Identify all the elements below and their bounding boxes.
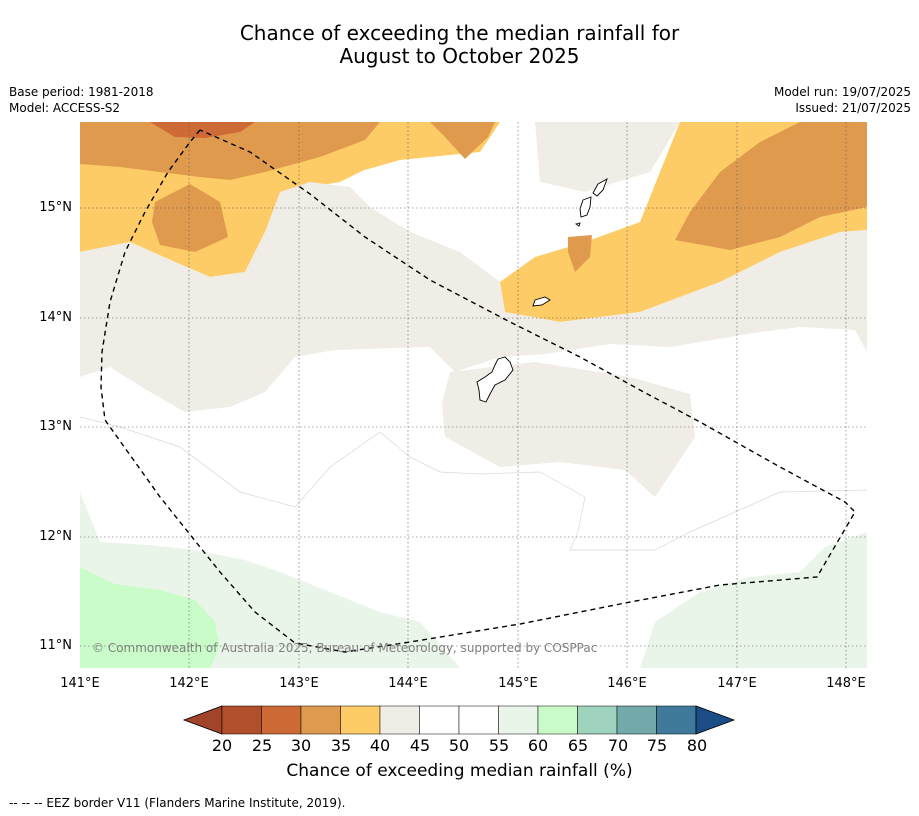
lon-label-143e: 143°E (279, 676, 319, 691)
colorbar-swatch (498, 705, 539, 735)
cb-tick-35: 35 (330, 736, 352, 755)
region-30-35-strip (568, 235, 592, 272)
map-panel (80, 122, 867, 668)
region-25-30 (150, 122, 255, 138)
colorbar-swatch (577, 705, 618, 735)
cb-tick-60: 60 (527, 736, 549, 755)
region-55-60-se (640, 532, 867, 668)
lon-label-146e: 146°E (607, 676, 647, 691)
model-run: Model run: 19/07/2025 (773, 85, 911, 99)
title-line-1: Chance of exceeding the median rainfall … (239, 21, 680, 45)
cb-tick-70: 70 (607, 736, 629, 755)
colorbar-swatch (221, 705, 262, 735)
cb-tick-25: 25 (251, 736, 273, 755)
cb-tick-50: 50 (448, 736, 470, 755)
region-45-50-bay (535, 122, 680, 192)
lat-label-12n: 12°N (39, 529, 72, 544)
lat-label-13n: 13°N (39, 419, 72, 434)
region-60-65 (80, 567, 220, 668)
colorbar-swatch (300, 705, 341, 735)
lon-label-144e: 144°E (388, 676, 428, 691)
cb-tick-30: 30 (290, 736, 312, 755)
cb-tick-80: 80 (686, 736, 708, 755)
eez-border (100, 129, 856, 653)
meta-right: Model run: 19/07/2025 Issued: 21/07/2025 (774, 84, 911, 116)
tinian-island (579, 196, 592, 218)
saipan-island (592, 178, 608, 197)
colorbar (182, 705, 736, 735)
islands (476, 178, 608, 403)
colorbar-swatch (616, 705, 657, 735)
region-30-35-ne (675, 122, 867, 250)
region-45-50-island (442, 362, 695, 497)
lon-label-147e: 147°E (717, 676, 757, 691)
lat-label-11n: 11°N (39, 638, 72, 653)
cb-tick-55: 55 (488, 736, 510, 755)
colorbar-swatch (340, 705, 381, 735)
lat-label-14n: 14°N (39, 310, 72, 325)
cb-tick-45: 45 (409, 736, 431, 755)
copyright-notice: © Commonwealth of Australia 2025, Bureau… (92, 641, 598, 655)
rainfall-map (80, 122, 867, 668)
cb-tick-20: 20 (211, 736, 233, 755)
colorbar-swatch (537, 705, 578, 735)
region-30-35-blob (152, 184, 228, 252)
base-period: Base period: 1981-2018 (9, 85, 154, 99)
cb-tick-40: 40 (369, 736, 391, 755)
region-30-35-n (430, 122, 495, 159)
colorbar-extend-high (695, 705, 736, 735)
eez-footnote: -- -- -- EEZ border V11 (Flanders Marine… (9, 796, 346, 810)
guam-island (476, 356, 514, 403)
colorbar-swatch (261, 705, 302, 735)
cb-tick-65: 65 (567, 736, 589, 755)
lon-label-141e: 141°E (60, 676, 100, 691)
aguijan-island (574, 222, 581, 227)
model-name: Model: ACCESS-S2 (9, 101, 121, 115)
region-45-50 (80, 182, 867, 412)
lon-label-148e: 148°E (826, 676, 866, 691)
graticule (80, 122, 867, 668)
rota-island (532, 296, 551, 307)
colorbar-swatch (379, 705, 420, 735)
colorbar-swatch (419, 705, 460, 735)
map-title: Chance of exceeding the median rainfall … (0, 22, 919, 68)
meta-left: Base period: 1981-2018 Model: ACCESS-S2 (9, 84, 154, 116)
lat-label-15n: 15°N (39, 200, 72, 215)
cb-tick-75: 75 (646, 736, 668, 755)
region-30-35-nw (80, 122, 380, 180)
colorbar-extend-low (182, 705, 223, 735)
colorbar-swatch (656, 705, 697, 735)
colorbar-label: Chance of exceeding median rainfall (%) (286, 761, 633, 781)
title-line-2: August to October 2025 (339, 44, 580, 68)
colorbar-swatch (458, 705, 499, 735)
issued-date: Issued: 21/07/2025 (795, 101, 911, 115)
contour-line (80, 416, 867, 551)
lon-label-142e: 142°E (169, 676, 209, 691)
region-35-40 (80, 122, 867, 322)
lon-label-145e: 145°E (498, 676, 538, 691)
